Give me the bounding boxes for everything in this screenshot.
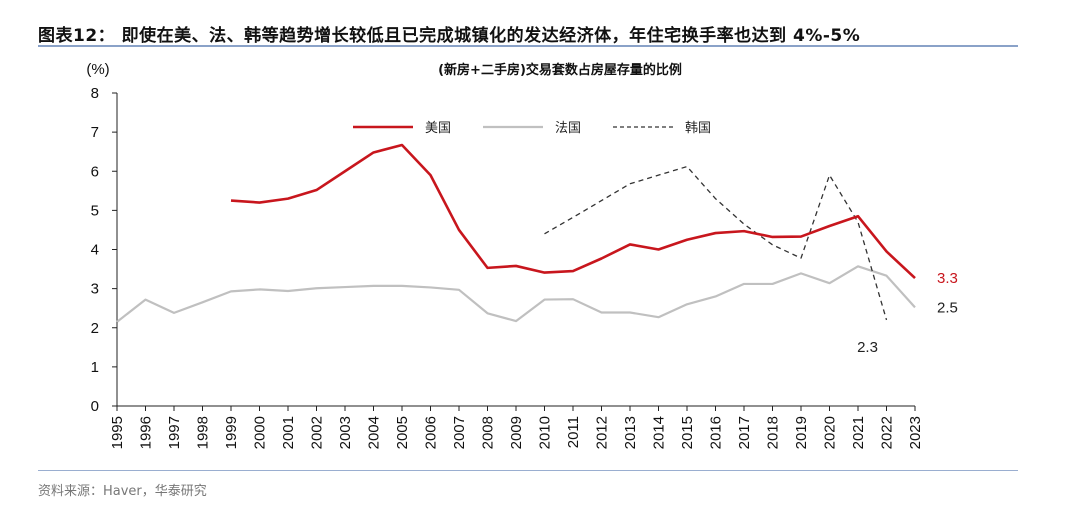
legend-label-2: 韩国: [685, 121, 711, 136]
x-tick-label: 1996: [138, 416, 155, 449]
series-line-1: [116, 265, 916, 323]
x-tick-label: 2023: [907, 416, 924, 449]
series-line-0: [230, 143, 916, 280]
value-label-0: 3.3: [937, 270, 958, 287]
x-tick-label: 1998: [195, 416, 212, 449]
x-tick-label: 2021: [850, 416, 867, 449]
x-tick-label: 2010: [537, 416, 554, 449]
x-tick-label: 2016: [708, 416, 725, 449]
x-tick-label: 2020: [822, 416, 839, 449]
figure-title: 图表12： 即使在美、法、韩等趋势增长较低且已完成城镇化的发达经济体，年住宅换手…: [38, 26, 861, 46]
x-tick-label: 2003: [337, 416, 354, 449]
chart-title: (新房+二手房)交易套数占房屋存量的比例: [438, 62, 682, 78]
x-tick-label: 2013: [622, 416, 639, 449]
x-tick-label: 2008: [480, 416, 497, 449]
legend-label-1: 法国: [555, 121, 581, 136]
x-tick-label: 2009: [508, 416, 525, 449]
x-tick-label: 2002: [309, 416, 326, 449]
value-label-1: 2.5: [937, 299, 958, 316]
x-tick-label: 2001: [280, 416, 297, 449]
x-tick-label: 2007: [451, 416, 468, 449]
x-tick-label: 2011: [565, 416, 582, 448]
x-tick-label: 2019: [793, 416, 810, 449]
y-tick-label: 1: [91, 359, 99, 376]
x-tick-label: 2006: [423, 416, 440, 449]
legend: 美国 法国 韩国: [353, 121, 711, 136]
end-value-labels: 3.3 2.5 2.3: [857, 270, 958, 356]
x-tick-label: 2014: [651, 416, 668, 449]
y-tick-label: 5: [91, 202, 99, 219]
x-tick-label: 2015: [679, 416, 696, 449]
y-tick-label: 3: [91, 281, 99, 298]
y-tick-label: 4: [91, 242, 99, 259]
x-axis-ticks: 1995 1996 1997 1998 1999 2000 2001 2002 2003 2004…: [109, 406, 924, 449]
y-axis-ticks: 0 1 2 3 4 5 6 7 8: [91, 85, 117, 415]
series-lines: [116, 143, 916, 323]
y-tick-label: 7: [91, 124, 99, 141]
x-tick-label: 2017: [736, 416, 753, 449]
legend-label-0: 美国: [425, 121, 451, 136]
x-tick-label: 1995: [109, 416, 126, 449]
y-tick-label: 2: [91, 320, 99, 337]
title-divider: [38, 45, 1018, 47]
x-tick-label: 2004: [366, 416, 383, 449]
value-label-2: 2.3: [857, 339, 878, 356]
y-tick-label: 6: [91, 163, 99, 180]
axes: [116, 93, 915, 407]
y-tick-label: 8: [91, 85, 99, 102]
x-tick-label: 1997: [166, 416, 183, 449]
x-tick-label: 2012: [594, 416, 611, 449]
x-tick-label: 1999: [223, 416, 240, 449]
y-tick-label: 0: [91, 398, 99, 415]
x-tick-label: 2000: [252, 416, 269, 449]
x-tick-label: 2018: [765, 416, 782, 449]
source-note: 资料来源：Haver，华泰研究: [38, 484, 207, 499]
footer-divider: [38, 470, 1018, 471]
y-axis-unit-label: (%): [86, 61, 109, 78]
series-line-2: [544, 165, 888, 321]
x-tick-label: 2022: [879, 416, 896, 449]
x-tick-label: 2005: [394, 416, 411, 449]
